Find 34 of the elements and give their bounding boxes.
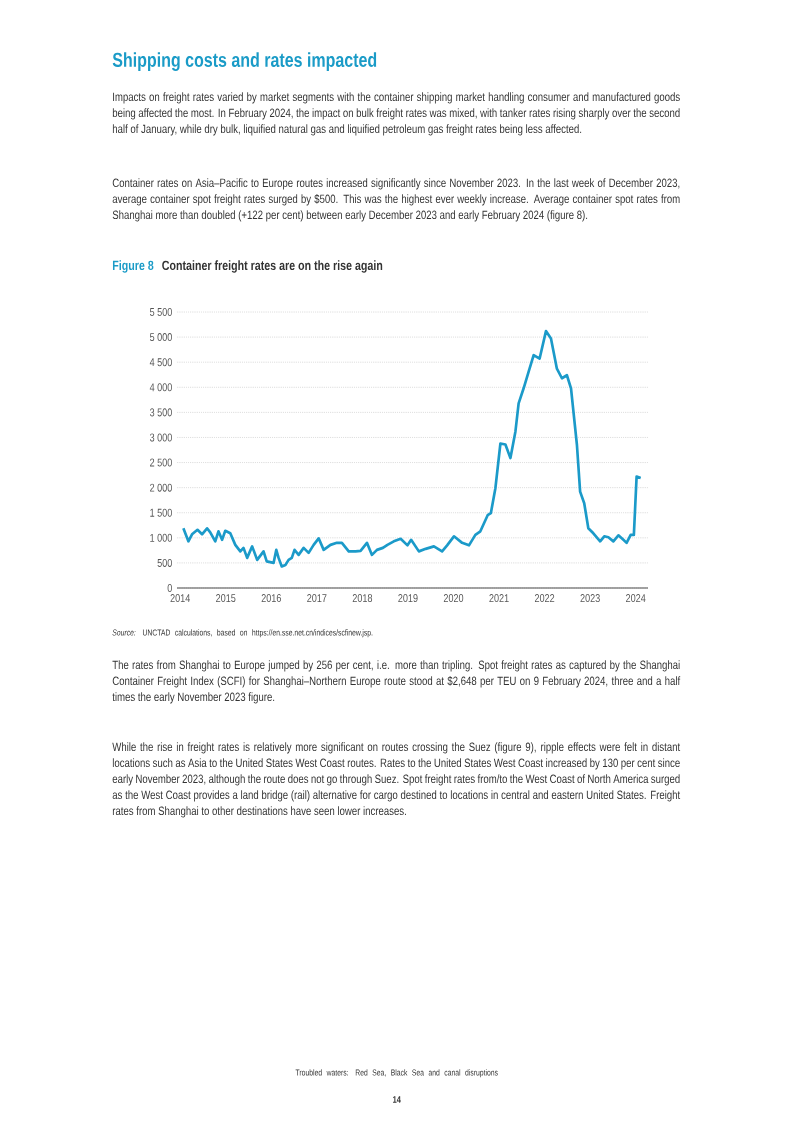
text: While the rise in freight rates is relatively more significant on routes crossing the Suez (figure 9), ripple effects were felt in distant locations such as Asia to the United States West Coast routes. Rates to the United States West Coast increased by 130 per cent since early November 2023, although the route does not go through Suez. Spot freight rates from/to the West Coast of North America surged as the West Coast provides a land bridge (rail) alternative for cargo destined to locations in central and eastern United States. Freight rates from Shanghai to other destinations have seen lower increases. xyxy=(112,742,681,818)
x-tick-label: 2021 xyxy=(489,594,509,603)
y-tick-label: 1 500 xyxy=(150,508,172,517)
x-tick-label: 2017 xyxy=(307,594,327,603)
x-tick-label: 2019 xyxy=(398,594,418,603)
x-tick-label: 2022 xyxy=(534,594,555,603)
text: The rates from Shanghai to Europe jumped by 256 per cent, i.e. more than tripling. Spot freight rates as captured by the Shanghai Container Freight Index (SCFI) for Shanghai–Northern Europe route stood at $2,648 per TEU on 9 February 2024, three and a half times the early November 2023 figure. xyxy=(112,660,681,704)
y-tick-label: 4 000 xyxy=(149,383,172,392)
y-tick-label: 5 000 xyxy=(149,333,172,342)
y-tick-label: 5 500 xyxy=(149,308,172,317)
x-tick-label: 2016 xyxy=(261,594,281,603)
y-tick-label: 500 xyxy=(157,558,172,567)
text: Container rates on Asia–Pacific to Europe routes increased significantly since November 2023. In the last week of December 2023, average container spot freight rates surged by $500. This was the highest ever weekly increase. Average container spot rates from Shanghai more than doubled (+122 per cent) between early December 2023 and early February 2024 (figure 8). xyxy=(112,178,680,222)
text: 14 xyxy=(393,1096,401,1103)
text: Shipping costs and rates impacted xyxy=(112,52,377,72)
text: Troubled waters: Red Sea, Black Sea and canal disruptions xyxy=(295,1069,498,1078)
chart-title: Container freight rates are on the rise again xyxy=(162,260,383,273)
x-tick-label: 2014 xyxy=(170,594,191,603)
y-tick-label: 3 500 xyxy=(149,408,172,417)
x-tick-label: 2018 xyxy=(352,594,373,603)
y-tick-label: 3 000 xyxy=(149,433,172,442)
x-tick-label: 2015 xyxy=(216,594,236,603)
y-tick-label: 2 500 xyxy=(150,458,172,467)
text: Impacts on freight rates varied by market segments with the container shipping market handling consumer and manufactured goods being affected the most. In February 2024, the impact on bulk freight rates was mixed, with tanker rates rising sharply over the second half of January, while dry bulk, liquified natural gas and liquified petroleum gas freight rates being less affected. xyxy=(112,92,680,136)
caption: Figure 8 xyxy=(112,260,154,273)
x-tick-label: 2024 xyxy=(626,594,646,603)
text: Source: UNCTAD calculations, based on https://en.sse.net.cn/indices/scfinew.jsp. xyxy=(112,629,373,638)
line-series xyxy=(182,329,643,568)
y-tick-label: 2 000 xyxy=(150,483,172,492)
y-tick-label: 4 500 xyxy=(149,358,172,367)
x-tick-label: 2023 xyxy=(580,594,600,603)
y-tick-label: 0 xyxy=(167,584,172,593)
x-tick-label: 2020 xyxy=(443,594,464,603)
y-tick-label: 1 000 xyxy=(150,533,172,542)
